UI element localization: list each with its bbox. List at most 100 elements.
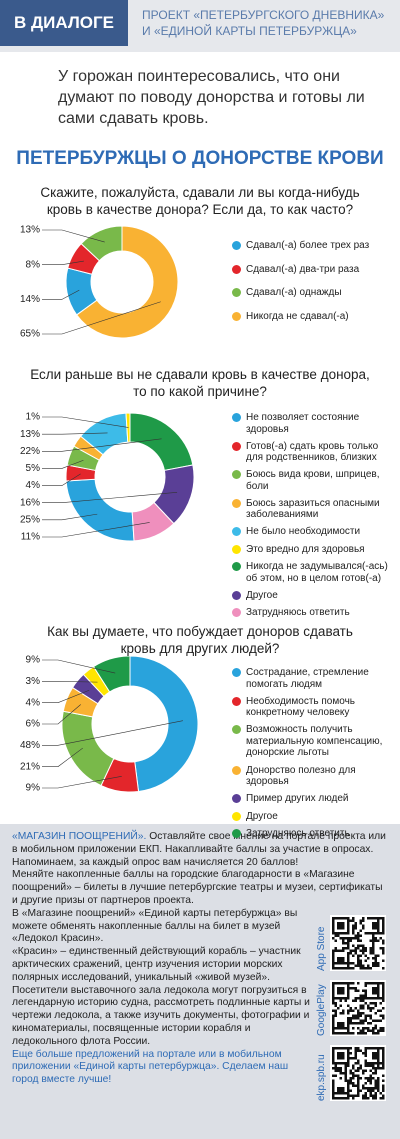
qr-module: [369, 1087, 372, 1090]
qr-module: [382, 1064, 385, 1067]
legend-item: Сдавал(-а) более трех раз: [232, 240, 392, 252]
qr-module: [364, 954, 367, 957]
qr-module: [357, 1032, 360, 1035]
qr-module: [344, 1027, 347, 1030]
qr-module: [332, 1047, 335, 1050]
qr-module: [374, 954, 377, 957]
qr-module: [339, 1012, 342, 1015]
qr-module: [374, 1032, 377, 1035]
qr-module: [349, 1069, 352, 1072]
qr-module: [357, 997, 360, 1000]
qr-module: [347, 1094, 350, 1097]
qr-module: [369, 1092, 372, 1095]
qr-module: [372, 932, 375, 935]
qr-module: [339, 917, 342, 920]
legend-swatch: [232, 544, 241, 554]
qr-module: [354, 924, 357, 927]
qr-module: [369, 1047, 372, 1050]
qr-module: [367, 932, 370, 935]
qr-module: [349, 967, 352, 970]
qr-module: [332, 1074, 335, 1077]
qr-module: [344, 1072, 347, 1075]
qr-module: [347, 1004, 350, 1007]
qr-module: [357, 1077, 360, 1080]
qr-module: [372, 957, 375, 960]
qr-module: [349, 1047, 352, 1050]
qr-module: [357, 954, 360, 957]
qr-module: [344, 1074, 347, 1077]
qr-module: [357, 939, 360, 942]
qr-module: [342, 1027, 345, 1030]
qr-module: [382, 1007, 385, 1010]
qr-module: [339, 949, 342, 952]
qr-module: [347, 962, 350, 965]
qr-module: [354, 997, 357, 1000]
qr-module: [337, 949, 340, 952]
legend-swatch: [232, 590, 241, 600]
qr-module: [354, 1022, 357, 1025]
qr-module: [372, 1067, 375, 1070]
qr-module: [347, 1017, 350, 1020]
qr-module: [344, 942, 347, 945]
qr-module: [369, 1079, 372, 1082]
qr-module: [372, 1062, 375, 1065]
qr-module: [372, 1064, 375, 1067]
qr-module: [354, 1069, 357, 1072]
data-label: 5%: [26, 463, 41, 474]
qr-module: [374, 1084, 377, 1087]
qr-module: [337, 917, 340, 920]
qr-module: [374, 917, 377, 920]
qr-module: [352, 917, 355, 920]
qr-module: [357, 944, 360, 947]
qr-module: [357, 947, 360, 950]
qr-module: [369, 1009, 372, 1012]
qr-module: [332, 1029, 335, 1032]
qr-module: [377, 1082, 380, 1085]
qr-module: [377, 929, 380, 932]
qr-module: [334, 1064, 337, 1067]
qr-module: [339, 982, 342, 985]
qr-module: [359, 1049, 362, 1052]
qr-module: [377, 1079, 380, 1082]
qr-module: [344, 917, 347, 920]
qr-module: [359, 919, 362, 922]
qr-module: [339, 957, 342, 960]
qr-module: [374, 937, 377, 940]
qr-module: [382, 987, 385, 990]
footer-paragraph: «МАГАЗИН ПООЩРЕНИЙ». Оставляйте свое мне…: [12, 831, 388, 869]
qr-module: [372, 949, 375, 952]
qr-module: [332, 997, 335, 1000]
qr-module: [332, 1024, 335, 1027]
qr-module: [374, 1027, 377, 1030]
qr-module: [337, 1022, 340, 1025]
qr-module: [362, 947, 365, 950]
qr-module: [379, 982, 382, 985]
qr-module: [357, 964, 360, 967]
question: Как вы думаете, что побуждает доноров сд…: [47, 624, 353, 656]
qr-module: [369, 1082, 372, 1085]
qr-module: [372, 1094, 375, 1097]
qr-module: [377, 997, 380, 1000]
qr-module: [374, 957, 377, 960]
qr-module: [339, 999, 342, 1002]
qr-module: [362, 917, 365, 920]
qr-module: [359, 934, 362, 937]
leader-line: [42, 659, 116, 674]
qr-module: [337, 1057, 340, 1060]
qr-module: [382, 927, 385, 930]
qr-module: [332, 1052, 335, 1055]
qr-module: [377, 1089, 380, 1092]
leader-line: [42, 522, 150, 538]
qr-module: [334, 947, 337, 950]
qr-module: [334, 1062, 337, 1065]
qr-module: [354, 937, 357, 940]
qr-module: [339, 927, 342, 930]
legend-swatch: [232, 794, 241, 803]
qr-module: [382, 919, 385, 922]
qr-module: [357, 1059, 360, 1062]
qr-module: [332, 1067, 335, 1070]
qr-module: [369, 1062, 372, 1065]
data-label: 16%: [20, 497, 40, 508]
legend-item: Это вредно для здоровья: [232, 544, 392, 556]
qr-module: [377, 982, 380, 985]
